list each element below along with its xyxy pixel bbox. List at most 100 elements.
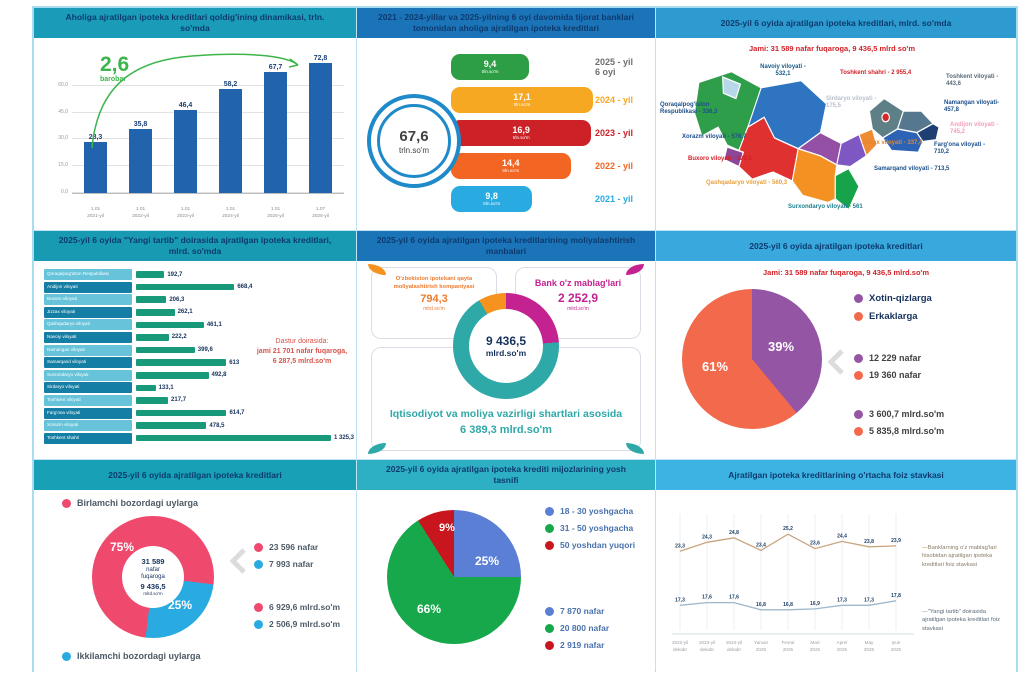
legend-dot bbox=[854, 370, 863, 380]
panel-loans-by-gender: 2025-yil 6 oyida ajratilgan ipoteka kred… bbox=[656, 231, 1016, 459]
market-amounts: 6 929,6 mlrd.so'm 2 506,9 mlrd.so'm bbox=[254, 602, 340, 636]
bar: 46,4 bbox=[170, 50, 201, 193]
svg-text:Fevral: Fevral bbox=[782, 640, 795, 645]
market-donut-chart: Birlamchi bozordagi uylarga 75% 25% 31 5… bbox=[34, 490, 356, 672]
panels-grid: Aholiga ajratilgan ipoteka kreditlari qo… bbox=[32, 6, 1018, 672]
region-row: Jizzax viloyati 262,1 bbox=[44, 306, 346, 318]
svg-text:Iyun: Iyun bbox=[892, 640, 901, 645]
map-total: Jami: 31 589 nafar fuqaroga, 9 436,5 mlr… bbox=[748, 44, 916, 53]
legend-dot bbox=[545, 506, 554, 516]
segment-value: 6 389,3 mlrd.so'm bbox=[460, 423, 552, 436]
center-unit: mlrd.so'm bbox=[143, 591, 163, 597]
region-toshkent-shahri bbox=[881, 112, 890, 123]
legend-label: Xotin-qizlarga bbox=[869, 293, 932, 304]
legend-text: Banklarning o'z mablag'lari hisobidan aj… bbox=[922, 545, 997, 568]
panel-title-text: 2025-yil 6 oyida ajratilgan ipoteka kred… bbox=[108, 469, 282, 480]
legend-label: 50 yoshdan yuqori bbox=[560, 540, 636, 550]
legend-dot bbox=[254, 542, 263, 552]
svg-text:2024-yil: 2024-yil bbox=[726, 640, 742, 645]
note-line-3: 6 287,5 mlrd.so'm bbox=[272, 357, 332, 365]
svg-text:24,8: 24,8 bbox=[729, 530, 739, 536]
region-jizzax bbox=[836, 133, 868, 168]
program-note: Dastur doirasida: jami 21 701 nafar fuqa… bbox=[252, 337, 352, 366]
bar: 35,8 bbox=[125, 50, 156, 193]
pct-label-men: 61% bbox=[702, 359, 729, 374]
pct-label-secondary: 25% bbox=[168, 598, 193, 612]
legend-dot bbox=[545, 640, 554, 650]
line-chart-svg: 23,3 24,3 24,8 23,4 25,2 23,6 24,4 23,8 23,9 17,3… bbox=[672, 514, 914, 652]
year-label: 2025 - yil 6 oyi bbox=[595, 56, 634, 77]
region-row: Qoraqalpog'iston Respublikasi 192,7 bbox=[44, 269, 346, 280]
market-counts: 23 596 nafar 7 993 nafar bbox=[254, 542, 318, 576]
center-count: 31 589 bbox=[141, 557, 165, 567]
segment-unit: mlrd.so'm bbox=[567, 306, 589, 312]
legend-dot bbox=[545, 540, 554, 550]
gender-pie-chart: Jami: 31 589 nafar fuqaroga, 9 436,5 mlr… bbox=[656, 261, 1016, 459]
svg-text:25,2: 25,2 bbox=[783, 526, 793, 532]
age-counts: 7 870 nafar 20 800 nafar 2 919 nafar bbox=[545, 606, 609, 657]
aral-lake bbox=[722, 76, 742, 100]
region-label: Sirdaryo viloyati - 175,5 bbox=[826, 96, 877, 110]
year-label: 2023 - yil bbox=[595, 127, 634, 138]
svg-text:17,3: 17,3 bbox=[837, 597, 847, 603]
region-row: Xorazm viloyati 478,5 bbox=[44, 420, 346, 432]
map-svg bbox=[693, 70, 940, 211]
leaf-accent-icon bbox=[626, 264, 644, 275]
panel-title: 2025-yil 6 oyida ajratilgan ipoteka kred… bbox=[357, 460, 655, 490]
panel-title: 2025-yil 6 oyida "Yangi tartib" doirasid… bbox=[34, 231, 356, 261]
region-surxondaryo bbox=[834, 167, 860, 211]
multiplier-label: barobar bbox=[100, 76, 127, 83]
region-rows: Qoraqalpog'iston Respublikasi 192,7 Andijo… bbox=[44, 269, 354, 445]
region-label: Qashqadaryo viloyati - 560,3 bbox=[706, 180, 788, 186]
multiplier-value: 2,6 bbox=[100, 53, 130, 76]
legend-count: 19 360 nafar bbox=[869, 370, 922, 380]
region-row: Surxondaryo viloyati 492,8 bbox=[44, 369, 346, 381]
svg-text:dekabr: dekabr bbox=[727, 647, 742, 652]
age-legend: 18 - 30 yoshgacha 31 - 50 yoshgacha 50 y… bbox=[545, 506, 635, 557]
segment-name: O'zbekiston ipotekani qayta moliyalashti… bbox=[393, 276, 475, 290]
legend-dot bbox=[545, 623, 554, 633]
segment-name: Iqtisodiyot va moliya vazirligi shartlar… bbox=[389, 408, 623, 420]
panel-title-text: 2025-yil 6 oyida ajratilgan ipoteka kred… bbox=[386, 464, 626, 485]
gridline: 0,0 bbox=[61, 189, 344, 195]
financing-donut-chart: O'zbekiston ipotekani qayta moliyalashti… bbox=[357, 261, 655, 459]
donut-total-unit: mlrd.so'm bbox=[485, 348, 527, 358]
region-row: Buxoro viloyati 206,3 bbox=[44, 294, 346, 306]
leaf-accent-icon bbox=[626, 443, 644, 454]
legend-label: 18 - 30 yoshgacha bbox=[560, 506, 634, 516]
region-label: Namangan viloyati-457,8 bbox=[944, 100, 1000, 114]
panel-title-text: 2025-yil 6 oyida "Yangi tartib" doirasid… bbox=[58, 235, 332, 256]
legend-dot bbox=[854, 409, 863, 419]
panel-loans-by-region-map: 2025-yil 6 oyida ajratilgan ipoteka kred… bbox=[656, 8, 1016, 230]
svg-text:16,8: 16,8 bbox=[783, 602, 793, 608]
line-marker-icon: — bbox=[922, 609, 928, 615]
bank-funds-card: Bank o'z mablag'lari 2 252,9 mlrd.so'm bbox=[515, 264, 644, 339]
note-line-1: Dastur doirasida: bbox=[275, 338, 329, 345]
financing-donut: 9 436,5 mlrd.so'm bbox=[453, 293, 559, 399]
svg-text:17,3: 17,3 bbox=[864, 597, 874, 603]
legend-text: "Yangi tartib" doirasida ajratilgan ipot… bbox=[922, 609, 1000, 632]
x-tick-label: 1.01 2023-yil bbox=[177, 207, 194, 219]
x-tick-label: 1.01 2024-yil bbox=[222, 207, 239, 219]
pct-label-31-50: 66% bbox=[417, 602, 442, 616]
donut-center: 9 436,5 mlrd.so'm bbox=[469, 309, 543, 383]
year-bar: 17,1 trln.so'm bbox=[451, 87, 593, 113]
x-tick-label: 1.01 2021-yil bbox=[87, 207, 104, 219]
svg-text:2025: 2025 bbox=[783, 647, 794, 652]
total-circle-inner: 67,6 trln.so'm bbox=[377, 104, 451, 178]
legend-count: 2 919 nafar bbox=[560, 640, 605, 650]
year-bar: 9,8 trln.so'm bbox=[451, 186, 533, 212]
svg-text:24,4: 24,4 bbox=[837, 533, 847, 539]
panel-title-text: Ajratilgan ipoteka kreditlarining o'rtac… bbox=[728, 469, 944, 480]
bar: 72,8 bbox=[305, 50, 336, 193]
legend-label: 31 - 50 yoshgacha bbox=[560, 523, 634, 533]
legend-amount: 6 929,6 mlrd.so'm bbox=[269, 602, 341, 612]
svg-text:2025: 2025 bbox=[864, 647, 875, 652]
svg-text:Mart: Mart bbox=[810, 640, 820, 645]
svg-text:17,3: 17,3 bbox=[675, 597, 685, 603]
legend-dot bbox=[854, 426, 863, 436]
legend-dot bbox=[254, 602, 263, 612]
svg-text:23,3: 23,3 bbox=[675, 543, 685, 549]
region-row: Toshkent shahri 1 325,3 bbox=[44, 432, 354, 444]
year-label: 2021 - yil bbox=[595, 193, 634, 204]
